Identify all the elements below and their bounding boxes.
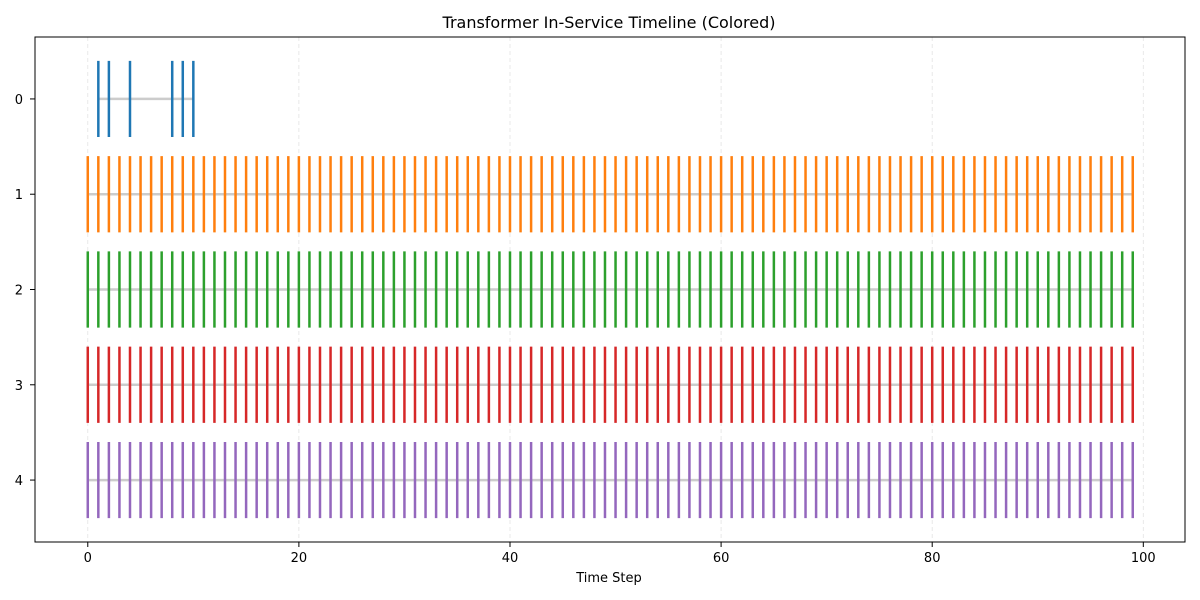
y-tick-label: 4: [15, 474, 23, 489]
x-tick-label: 80: [924, 551, 941, 566]
x-tick-label: 100: [1131, 551, 1156, 566]
x-tick-label: 20: [291, 551, 308, 566]
y-tick-label: 1: [15, 188, 23, 203]
event-layer: [86, 60, 1135, 519]
y-axis-ticks: 0 1 2 3 4: [15, 93, 35, 489]
x-tick-label: 60: [713, 551, 730, 566]
x-tick-label: 40: [502, 551, 519, 566]
baseline-layer: [87, 97, 1133, 482]
x-axis-ticks: 0 20 40 60 80 100: [84, 542, 1156, 566]
y-tick-label: 2: [15, 284, 23, 299]
x-axis-title: Time Step: [575, 571, 642, 586]
y-tick-label: 0: [15, 93, 23, 108]
x-tick-label: 0: [84, 551, 92, 566]
chart-title: Transformer In-Service Timeline (Colored…: [442, 13, 776, 32]
y-tick-label: 3: [15, 379, 23, 394]
